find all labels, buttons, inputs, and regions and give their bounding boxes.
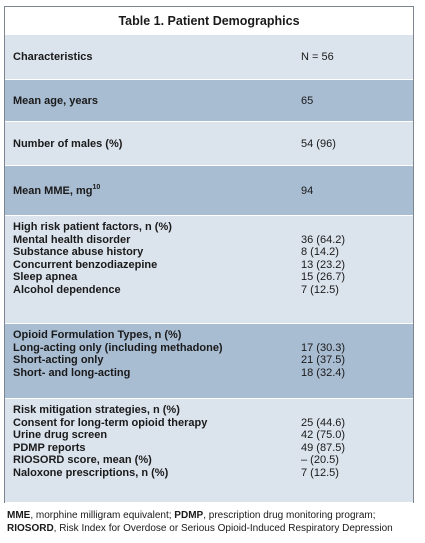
table-row-opioid-formulation: Opioid Formulation Types, n (%) Long-act…	[5, 324, 413, 399]
table-row-high-risk-factors: High risk patient factors, n (%) Mental …	[5, 216, 413, 324]
abbrev-term: MME	[7, 510, 31, 521]
table-row-characteristics: Characteristics N = 56	[5, 35, 413, 80]
row-value: ​ 25 (44.6) 42 (75.0) 49 (87.5) – (20.5)…	[301, 416, 346, 479]
abbrev-term: PDMP	[174, 510, 204, 521]
abbrev-term: RIOSORD	[7, 523, 54, 534]
table-row-males: Number of males (%) 54 (96)	[5, 122, 413, 166]
row-label: Characteristics	[13, 50, 93, 63]
row-value: ​ 17 (30.3) 21 (37.5) 18 (32.4)	[301, 341, 346, 379]
table-caption: Table 1. Patient Demographics	[5, 7, 413, 36]
row-label: Opioid Formulation Types, n (%) Long-act…	[13, 329, 223, 379]
row-value: 65	[301, 94, 314, 107]
table-body: Characteristics N = 56 Mean age, years 6…	[5, 35, 413, 503]
row-label: Number of males (%)	[13, 137, 123, 150]
table-row-risk-mitigation: Risk mitigation strategies, n (%) Consen…	[5, 399, 413, 503]
row-value: ​ 36 (64.2) 8 (14.2) 13 (23.2) 15 (26.7)…	[301, 233, 346, 296]
row-label: Mean age, years	[13, 94, 98, 107]
demographics-table: Table 1. Patient Demographics Characteri…	[4, 6, 414, 503]
row-label: Mean MME, mg10	[13, 183, 101, 197]
row-label: High risk patient factors, n (%) Mental …	[13, 221, 172, 296]
row-value: 54 (96)	[301, 137, 336, 150]
row-value: 94	[301, 184, 314, 197]
row-label: Risk mitigation strategies, n (%) Consen…	[13, 404, 208, 479]
table-footnote: MME, morphine milligram equivalent; PDMP…	[7, 510, 393, 534]
citation-superscript: 10	[92, 183, 101, 191]
row-value: N = 56	[301, 50, 334, 63]
table-row-mean-age: Mean age, years 65	[5, 80, 413, 122]
table-row-mean-mme: Mean MME, mg10 94	[5, 166, 413, 216]
